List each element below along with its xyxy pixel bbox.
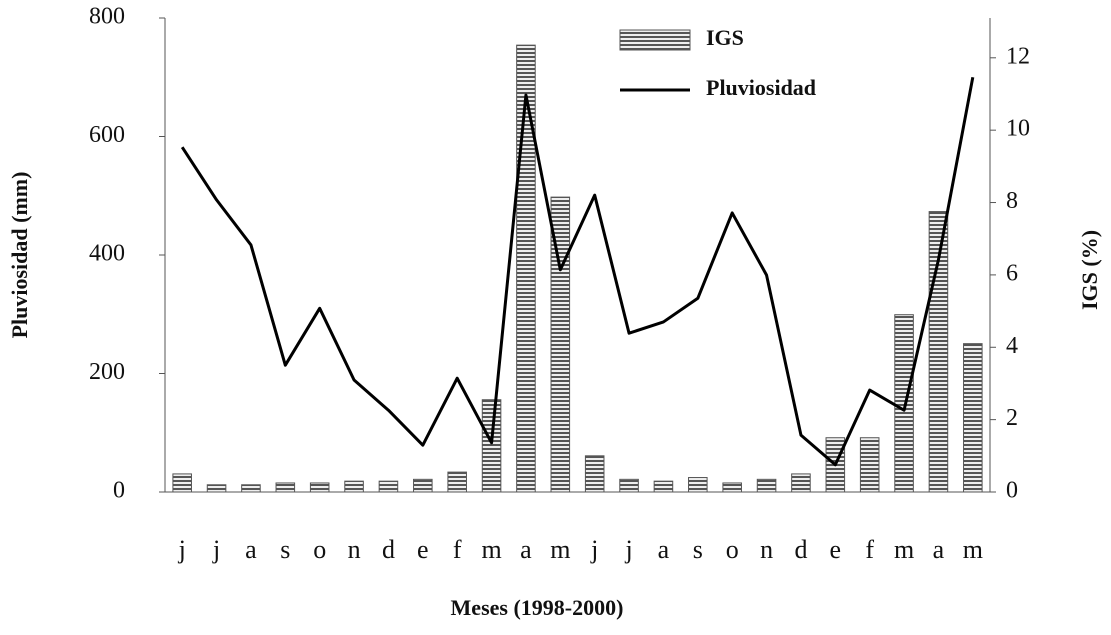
x-tick-label: j [212,535,220,564]
x-tick-label: d [382,535,395,564]
bar [309,482,330,493]
y2-tick-label: 2 [1006,405,1018,431]
bar [584,455,605,493]
legend-swatch [619,29,691,51]
bar [344,480,364,493]
bar [619,478,639,493]
bar [275,482,296,493]
x-tick-label: j [624,535,632,564]
y-tick-label: 600 [89,122,125,148]
x-tick-label: m [894,535,914,564]
x-tick-label: f [453,535,462,564]
x-tick-label: m [550,535,570,564]
bar [206,484,227,493]
x-tick-label: n [760,535,773,564]
y-tick-label: 400 [89,241,125,267]
bar [481,399,502,493]
x-tick-label: j [178,535,186,564]
x-tick-label: d [794,535,807,564]
bar [859,437,880,493]
bar [378,480,399,493]
bar [791,473,811,493]
bar [413,478,433,493]
bar [963,343,983,493]
x-tick-label: s [693,535,703,564]
y2-tick-label: 8 [1006,188,1018,214]
y-tick-label: 0 [113,478,125,504]
x-tick-label: s [280,535,290,564]
y2-tick-label: 4 [1006,333,1018,359]
x-tick-label: a [245,535,257,564]
x-tick-label: m [963,535,983,564]
y-tick-label: 800 [89,4,125,30]
y2-tick-label: 0 [1006,478,1018,504]
x-tick-label: a [933,535,945,564]
y2-axis-title: IGS (%) [1077,230,1102,310]
x-tick-label: m [481,535,501,564]
bar [447,471,467,493]
bar [241,484,261,493]
x-tick-label: a [520,535,532,564]
x-tick-label: j [590,535,598,564]
y2-tick-label: 10 [1006,116,1030,142]
line [180,76,975,467]
x-axis-title: Meses (1998-2000) [451,595,624,620]
bar [550,196,571,493]
x-tick-label: o [726,535,739,564]
x-tick-label: f [865,535,874,564]
legend-label: Pluviosidad [706,75,816,100]
y-tick-label: 200 [89,359,125,385]
bar [653,480,674,493]
y2-tick-label: 6 [1006,260,1018,286]
bar [688,477,708,493]
x-tick-label: e [417,535,429,564]
bar [756,478,777,493]
x-tick-label: n [348,535,361,564]
x-tick-label: e [830,535,842,564]
bar [894,314,914,493]
legend-label: IGS [706,25,744,50]
y-axis-title: Pluviosidad (mm) [7,172,32,339]
bar [172,473,192,493]
bar [516,44,536,493]
x-tick-label: a [658,535,670,564]
y2-tick-label: 12 [1006,43,1030,69]
x-tick-label: o [313,535,326,564]
bar [722,482,742,493]
